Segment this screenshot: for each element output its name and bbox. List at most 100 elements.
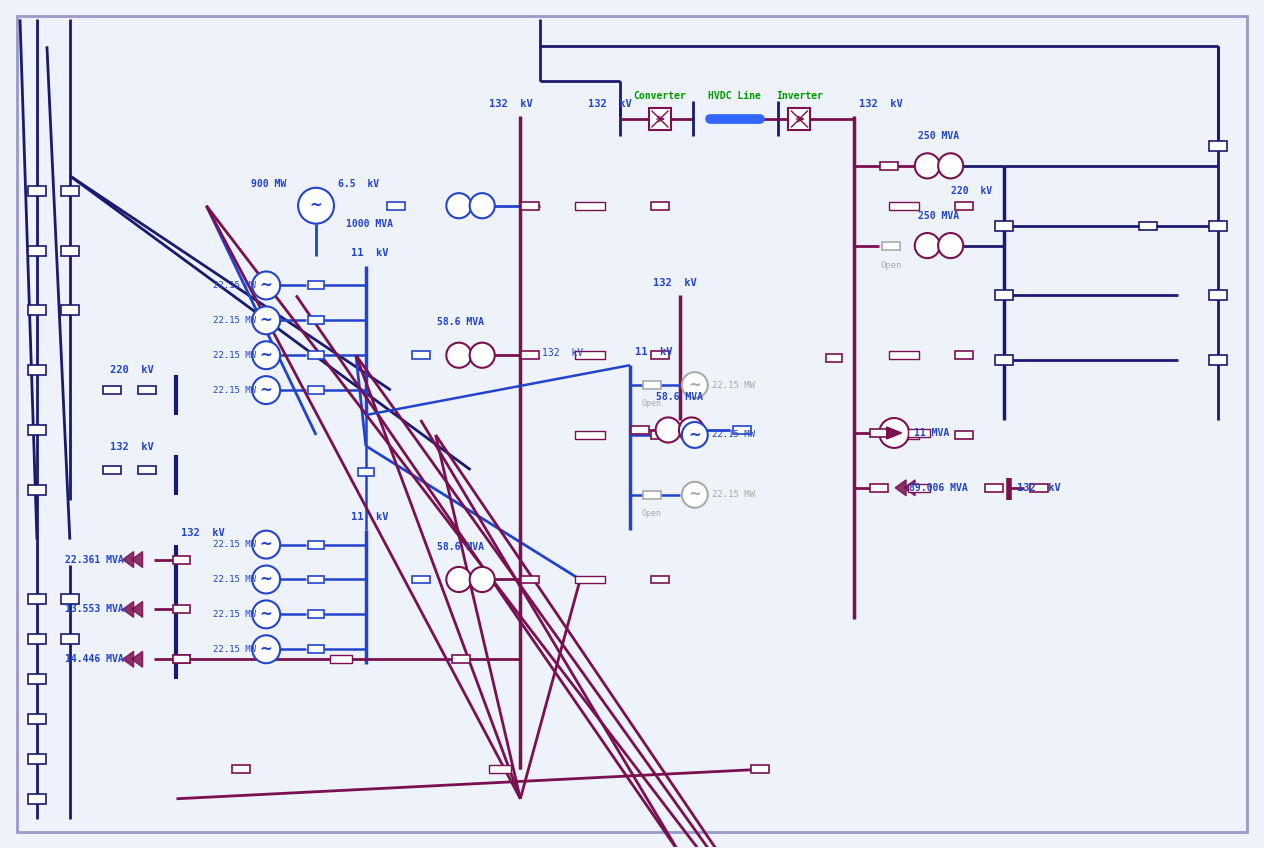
Bar — [631, 426, 648, 434]
Bar — [643, 381, 661, 389]
Bar — [28, 186, 46, 196]
Text: Open: Open — [642, 399, 662, 408]
Circle shape — [253, 377, 281, 404]
Text: 22.15 MW: 22.15 MW — [712, 431, 755, 439]
Bar — [387, 202, 404, 209]
Text: 220  kV: 220 kV — [951, 186, 992, 196]
Text: 132  kV: 132 kV — [1016, 483, 1060, 493]
Bar — [308, 611, 324, 618]
Bar — [1210, 290, 1227, 300]
Bar — [28, 794, 46, 804]
Text: 22.15 MW: 22.15 MW — [214, 644, 257, 654]
Text: 22.15 MW: 22.15 MW — [214, 315, 257, 325]
Bar — [233, 765, 250, 773]
Text: 132  kV: 132 kV — [182, 527, 225, 538]
Bar — [648, 108, 671, 130]
Text: Converter: Converter — [633, 91, 686, 101]
Text: 900 MW: 900 MW — [250, 179, 286, 189]
Polygon shape — [131, 551, 143, 567]
Bar — [308, 645, 324, 653]
Bar — [751, 765, 769, 773]
Bar — [489, 765, 512, 773]
Bar — [412, 351, 430, 360]
Text: Open: Open — [642, 509, 662, 518]
Text: 11  kV: 11 kV — [351, 248, 388, 258]
Polygon shape — [123, 551, 134, 567]
Bar — [882, 242, 900, 249]
Bar — [308, 282, 324, 289]
Circle shape — [656, 417, 681, 443]
Bar — [908, 429, 930, 437]
Polygon shape — [123, 651, 134, 667]
Text: 250 MVA: 250 MVA — [919, 210, 959, 220]
Polygon shape — [886, 427, 901, 439]
Bar — [102, 386, 120, 394]
Circle shape — [446, 567, 471, 592]
Circle shape — [470, 567, 494, 592]
Text: ~: ~ — [260, 642, 273, 656]
Text: 22.15 MW: 22.15 MW — [214, 540, 257, 550]
Circle shape — [298, 187, 334, 224]
Bar — [521, 202, 540, 209]
Text: ~: ~ — [260, 348, 273, 363]
Bar — [575, 202, 605, 209]
Bar — [138, 386, 155, 394]
Bar — [789, 108, 810, 130]
Text: ~: ~ — [260, 572, 273, 587]
Bar — [308, 541, 324, 549]
Text: ~: ~ — [260, 382, 273, 398]
Circle shape — [938, 233, 963, 258]
Text: 132  kV: 132 kV — [542, 349, 584, 358]
Text: 22.15 MW: 22.15 MW — [214, 386, 257, 394]
Text: 11 MVA: 11 MVA — [914, 428, 949, 438]
Text: Open: Open — [881, 260, 902, 270]
Text: Inverter: Inverter — [776, 91, 823, 101]
Circle shape — [446, 343, 471, 368]
Bar — [172, 555, 191, 564]
Bar — [451, 656, 469, 663]
Bar — [651, 351, 669, 360]
Polygon shape — [904, 480, 915, 496]
Bar — [1030, 484, 1048, 492]
Text: ~: ~ — [260, 313, 273, 328]
Bar — [61, 246, 78, 255]
Bar — [575, 351, 605, 360]
Circle shape — [253, 306, 281, 334]
Circle shape — [915, 153, 940, 178]
Text: ~: ~ — [689, 488, 702, 502]
Bar — [61, 305, 78, 315]
Bar — [995, 290, 1012, 300]
Text: 250 MVA: 250 MVA — [919, 131, 959, 141]
Text: ~: ~ — [260, 607, 273, 622]
Bar — [412, 576, 430, 583]
Text: 14.446 MVA: 14.446 MVA — [64, 654, 124, 664]
Circle shape — [253, 600, 281, 628]
Bar — [28, 365, 46, 375]
Bar — [172, 656, 191, 663]
Bar — [889, 202, 919, 209]
Bar — [985, 484, 1002, 492]
Bar — [651, 431, 669, 439]
Bar — [995, 355, 1012, 365]
Bar — [61, 634, 78, 644]
Bar — [954, 202, 973, 209]
Bar — [358, 468, 374, 476]
Text: 132  kV: 132 kV — [653, 278, 696, 288]
Text: ~: ~ — [260, 278, 273, 293]
Bar — [870, 484, 889, 492]
Circle shape — [938, 153, 963, 178]
Text: 89.006 MVA: 89.006 MVA — [909, 483, 968, 493]
Text: HVDC Line: HVDC Line — [708, 91, 761, 101]
Circle shape — [681, 482, 708, 508]
Bar — [28, 305, 46, 315]
Bar — [1210, 220, 1227, 231]
Bar — [1139, 221, 1158, 230]
Polygon shape — [131, 651, 143, 667]
Bar — [308, 576, 324, 583]
Bar — [908, 484, 930, 492]
Text: 220  kV: 220 kV — [110, 365, 153, 375]
Circle shape — [681, 422, 708, 448]
Bar — [827, 354, 842, 362]
Bar — [889, 431, 919, 439]
Text: 11  kV: 11 kV — [635, 347, 672, 357]
